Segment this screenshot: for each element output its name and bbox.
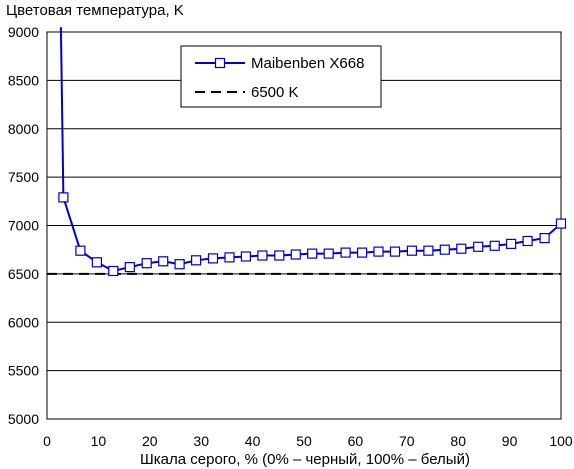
data-point bbox=[240, 251, 251, 262]
y-tick-labels: 5000 5500 6000 6500 7000 7500 8000 8500 9000 bbox=[8, 24, 39, 427]
x-tick-label: 80 bbox=[450, 433, 466, 449]
data-point bbox=[75, 245, 86, 256]
x-tick-label: 20 bbox=[142, 433, 158, 449]
data-point bbox=[158, 256, 169, 267]
data-point bbox=[522, 235, 533, 247]
data-point bbox=[506, 238, 517, 249]
y-tick-label: 6500 bbox=[8, 266, 39, 282]
y-tick-label: 8500 bbox=[8, 72, 39, 88]
y-tick-label: 5500 bbox=[8, 363, 39, 379]
data-point bbox=[257, 250, 268, 261]
legend-label-series: Maibenben X668 bbox=[251, 55, 364, 72]
x-tick-label: 50 bbox=[296, 433, 312, 449]
x-tick-label: 30 bbox=[193, 433, 209, 449]
data-point bbox=[555, 218, 567, 229]
data-point bbox=[357, 247, 368, 258]
x-tick-label: 10 bbox=[91, 433, 107, 449]
data-point bbox=[373, 246, 384, 257]
data-point bbox=[290, 249, 301, 260]
y-tick-label: 7500 bbox=[8, 169, 39, 185]
data-point bbox=[108, 265, 119, 277]
legend-marker-series bbox=[214, 57, 226, 69]
data-point bbox=[423, 245, 434, 256]
data-point bbox=[389, 246, 401, 257]
gridlines bbox=[47, 79, 561, 372]
data-point bbox=[456, 243, 467, 254]
series-maibenben bbox=[58, 27, 567, 277]
data-point bbox=[473, 241, 484, 252]
y-axis-label: Цветовая температура, K bbox=[6, 2, 184, 19]
x-tick-label: 70 bbox=[399, 433, 415, 449]
data-point bbox=[58, 192, 69, 203]
y-tick-label: 5000 bbox=[8, 411, 39, 427]
x-tick-label: 60 bbox=[348, 433, 364, 449]
data-point bbox=[224, 252, 235, 263]
data-point bbox=[340, 247, 351, 258]
data-point bbox=[439, 244, 450, 255]
x-axis-label: Шкала серого, % (0% – черный, 100% – бел… bbox=[140, 451, 470, 468]
y-tick-label: 8000 bbox=[8, 121, 39, 137]
x-tick-label: 40 bbox=[245, 433, 261, 449]
y-tick-label: 6000 bbox=[8, 314, 39, 330]
y-tick-label: 7000 bbox=[8, 218, 39, 234]
data-point bbox=[539, 233, 550, 244]
x-tick-labels: 0 10 20 30 40 50 60 70 80 90 100 bbox=[43, 433, 573, 449]
data-point bbox=[91, 257, 103, 268]
x-tick-label: 90 bbox=[502, 433, 518, 449]
data-point bbox=[307, 248, 318, 259]
x-tick-label: 100 bbox=[549, 433, 573, 449]
x-tick-label: 0 bbox=[43, 433, 51, 449]
legend-label-reference: 6500 K bbox=[251, 84, 299, 101]
data-point bbox=[323, 248, 334, 259]
data-point bbox=[191, 255, 202, 266]
data-point bbox=[406, 245, 417, 256]
data-point bbox=[141, 258, 152, 269]
data-point bbox=[489, 240, 500, 251]
legend: Maibenben X668 6500 K bbox=[180, 45, 382, 108]
data-point bbox=[174, 259, 185, 270]
data-point bbox=[207, 253, 219, 264]
data-point bbox=[124, 262, 135, 273]
data-point bbox=[274, 250, 285, 261]
legend-box bbox=[180, 45, 382, 108]
y-tick-label: 9000 bbox=[8, 24, 39, 40]
